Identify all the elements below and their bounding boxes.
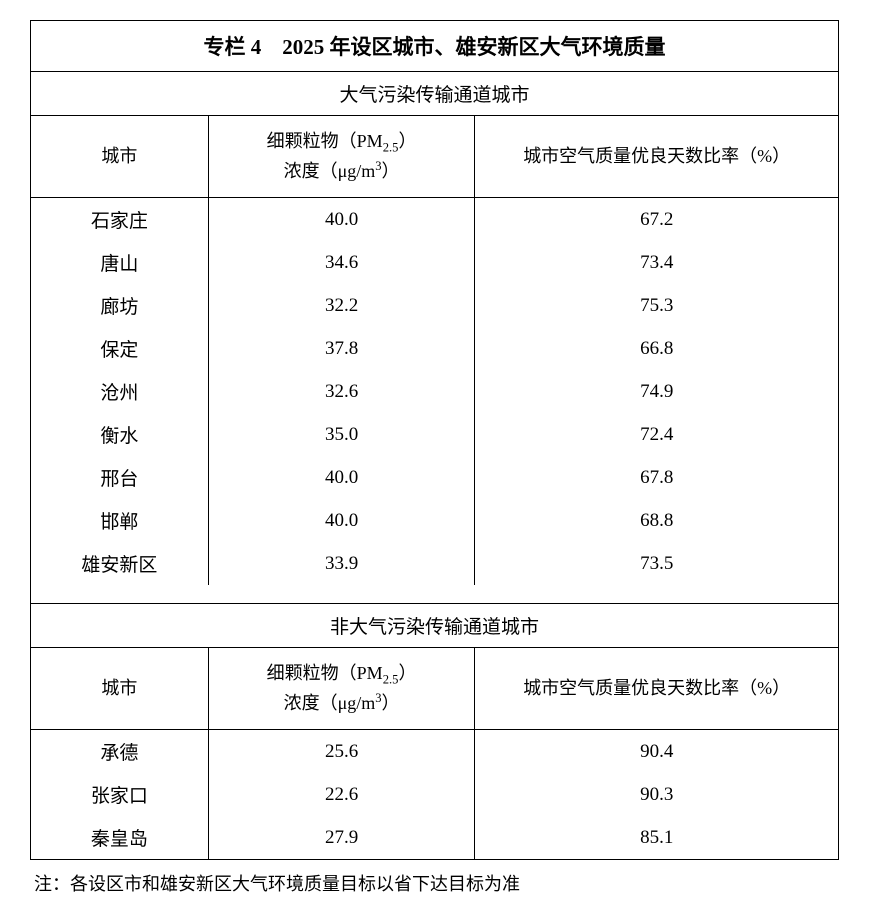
col-header-city: 城市 xyxy=(31,647,209,729)
city-cell: 衡水 xyxy=(31,413,209,456)
pm-cell: 34.6 xyxy=(208,241,475,284)
air-quality-table: 专栏 4 2025 年设区城市、雄安新区大气环境质量 大气污染传输通道城市 城市… xyxy=(30,20,839,860)
ratio-cell: 75.3 xyxy=(475,284,839,327)
pm-cell: 27.9 xyxy=(208,816,475,860)
pm-cell: 40.0 xyxy=(208,456,475,499)
pm-header-tail: ） xyxy=(398,663,416,683)
pm-unit-pre: 浓度（ xyxy=(284,161,338,181)
pm-unit-mu: μ xyxy=(338,161,348,181)
pm-cell: 40.0 xyxy=(208,198,475,242)
city-cell: 雄安新区 xyxy=(31,542,209,585)
col-header-pm: 细颗粒物（PM2.5） 浓度（μg/m3） xyxy=(208,647,475,729)
col-header-ratio: 城市空气质量优良天数比率（%） xyxy=(475,116,839,198)
ratio-cell: 90.3 xyxy=(475,773,839,816)
city-cell: 廊坊 xyxy=(31,284,209,327)
pm-cell: 37.8 xyxy=(208,327,475,370)
ratio-cell: 74.9 xyxy=(475,370,839,413)
pm-header-sub: 2.5 xyxy=(383,673,399,687)
col-header-ratio: 城市空气质量优良天数比率（%） xyxy=(475,647,839,729)
city-cell: 唐山 xyxy=(31,241,209,284)
city-cell: 沧州 xyxy=(31,370,209,413)
table-title: 专栏 4 2025 年设区城市、雄安新区大气环境质量 xyxy=(31,21,839,72)
pm-header-sub: 2.5 xyxy=(383,141,399,155)
ratio-cell: 73.5 xyxy=(475,542,839,585)
ratio-cell: 73.4 xyxy=(475,241,839,284)
pm-unit-tail: ） xyxy=(382,161,400,181)
city-cell: 张家口 xyxy=(31,773,209,816)
pm-unit-mu: μ xyxy=(338,693,348,713)
col-header-pm: 细颗粒物（PM2.5） 浓度（μg/m3） xyxy=(208,116,475,198)
pm-cell: 22.6 xyxy=(208,773,475,816)
pm-header-tail: ） xyxy=(398,131,416,151)
city-cell: 邢台 xyxy=(31,456,209,499)
city-cell: 邯郸 xyxy=(31,499,209,542)
pm-cell: 40.0 xyxy=(208,499,475,542)
ratio-cell: 90.4 xyxy=(475,730,839,774)
pm-unit-pre: 浓度（ xyxy=(284,693,338,713)
pm-unit-tail: ） xyxy=(382,693,400,713)
ratio-cell: 67.8 xyxy=(475,456,839,499)
city-cell: 保定 xyxy=(31,327,209,370)
pm-cell: 32.2 xyxy=(208,284,475,327)
pm-unit-gm: g/m xyxy=(347,693,375,713)
table-footnote: 注：各设区市和雄安新区大气环境质量目标以省下达目标为准 xyxy=(30,860,839,896)
city-cell: 秦皇岛 xyxy=(31,816,209,860)
pm-cell: 25.6 xyxy=(208,730,475,774)
col-header-city: 城市 xyxy=(31,116,209,198)
city-cell: 石家庄 xyxy=(31,198,209,242)
ratio-cell: 68.8 xyxy=(475,499,839,542)
pm-cell: 33.9 xyxy=(208,542,475,585)
pm-cell: 32.6 xyxy=(208,370,475,413)
city-cell: 承德 xyxy=(31,730,209,774)
pm-unit-gm: g/m xyxy=(347,161,375,181)
ratio-cell: 85.1 xyxy=(475,816,839,860)
ratio-cell: 67.2 xyxy=(475,198,839,242)
ratio-cell: 66.8 xyxy=(475,327,839,370)
section-spacer xyxy=(31,585,839,603)
ratio-cell: 72.4 xyxy=(475,413,839,456)
section-subtitle: 大气污染传输通道城市 xyxy=(31,72,839,116)
pm-header-text: 细颗粒物（PM xyxy=(267,663,383,683)
pm-cell: 35.0 xyxy=(208,413,475,456)
section-subtitle: 非大气污染传输通道城市 xyxy=(31,603,839,647)
pm-header-text: 细颗粒物（PM xyxy=(267,131,383,151)
